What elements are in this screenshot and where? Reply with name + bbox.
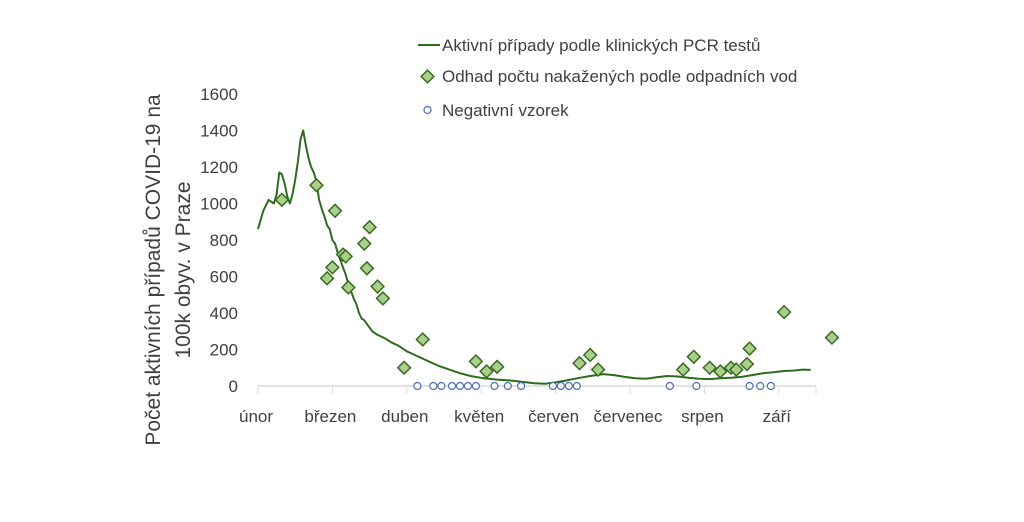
y-tick-label: 800 [210,231,238,250]
wastewater-estimate-point [274,192,290,208]
wastewater-estimate-point [686,349,702,365]
negative-sample-point [503,381,512,391]
negative-sample-point [447,381,457,391]
negative-sample-point [463,381,473,391]
legend-diamond-label: Odhad počtu nakažených podle odpadních v… [442,67,797,86]
negative-sample-point [471,381,480,391]
negative-sample-point [766,381,775,391]
negative-sample-point [745,381,754,391]
negative-sample-point [556,381,566,391]
wastewater-estimate-point [712,363,728,379]
wastewater-estimate-point [319,270,335,286]
negative-sample-point [756,381,765,391]
legend-line-label: Aktivní případy podle klinických PCR tes… [442,36,760,55]
wastewater-estimate-point [338,249,354,264]
y-axis-ticks: 0 200 400 600 800 1000 1200 1400 1600 [200,85,238,396]
wastewater-estimate-point [309,177,324,193]
negative-sample-point [429,381,438,391]
negative-sample-point [437,381,446,391]
wastewater-estimate-point [590,362,606,377]
wastewater-estimate-point [489,359,505,375]
negative-sample-point [692,381,701,391]
legend-circle-swatch [423,105,432,115]
negative-sample-point [413,381,422,391]
negative-sample-point [665,381,674,391]
wastewater-estimate-point [356,236,372,252]
wastewater-estimate-point [582,347,598,363]
wastewater-estimate-point [742,341,757,357]
negative-sample-point [564,381,573,391]
legend-diamond-swatch [420,69,435,84]
negative-sample-point [490,381,499,391]
plot-area [257,129,840,391]
wastewater-estimate-point [370,279,385,294]
negative-sample-point [455,381,465,391]
wastewater-estimate-point [415,332,431,347]
y-tick-label: 0 [229,377,238,396]
wastewater-estimate-point [728,362,744,377]
y-tick-label: 1600 [200,85,238,104]
wastewater-estimate-point [824,330,840,346]
legend: Aktivní případy podle klinických PCR tes… [418,36,797,120]
y-axis-label: Počet aktivních případů COVID-19 na 100k… [142,94,195,446]
wastewater-estimate-point [396,360,412,376]
negative-sample-point [548,381,558,391]
wastewater-estimate-point [572,355,587,371]
x-tick-label: únor [239,407,273,426]
series-line-pcr [257,129,811,385]
y-tick-label: 1000 [200,195,238,214]
wastewater-estimate-point [675,362,691,377]
y-tick-label: 400 [210,304,238,323]
wastewater-estimate-point [479,363,494,379]
wastewater-estimate-point [739,356,755,372]
wastewater-estimate-point [468,353,484,369]
y-axis-label-line2: 100k obyv. v Praze [172,181,195,358]
wastewater-estimate-point [375,290,391,306]
x-tick-label: duben [381,407,428,426]
y-tick-label: 200 [210,341,238,360]
negative-sample-point [572,381,581,391]
wastewater-estimate-point [340,280,356,295]
x-tick-label: červen [528,407,579,426]
wastewater-estimate-point [776,304,792,320]
x-axis: únor březen duben květen červen červenec srpen… [239,385,817,426]
x-tick-label: červenec [594,407,663,426]
negative-sample-point [516,381,526,391]
y-tick-label: 600 [210,268,238,287]
x-tick-label: březen [304,407,356,426]
y-axis-label-line1: Počet aktivních případů COVID-19 na [142,94,165,446]
wastewater-estimate-point [702,360,718,376]
legend-circle-label: Negativní vzorek [442,101,569,120]
wastewater-estimate-point [359,260,375,276]
x-tick-label: září [763,407,792,426]
y-tick-label: 1200 [200,158,238,177]
x-tick-label: srpen [681,407,724,426]
y-tick-label: 1400 [200,122,238,141]
wastewater-estimate-point [362,219,378,235]
wastewater-estimate-point [327,203,343,219]
x-tick-label: květen [454,407,504,426]
wastewater-estimate-point [324,259,340,275]
